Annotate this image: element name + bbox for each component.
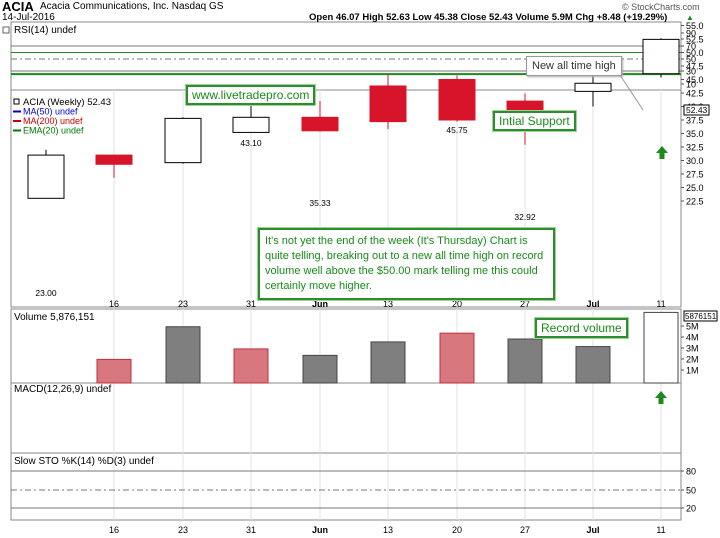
- price-tick-label: 25.0: [686, 183, 704, 193]
- panel-frame: [10, 452, 682, 521]
- sto-tick-label: 50: [686, 486, 696, 496]
- rsi-tick-label: 10: [686, 80, 696, 90]
- volume-bar: [643, 311, 679, 384]
- last-price-tag: [683, 104, 710, 116]
- price-tick-label: 47.5: [686, 62, 704, 72]
- candle-body: [574, 82, 612, 92]
- candle-data-label: 35.33: [309, 198, 331, 208]
- rsi-panel-icon: [2, 26, 10, 34]
- website-callout: www.livetradepro.com: [186, 85, 316, 105]
- x-axis-label: 11: [656, 299, 665, 309]
- x-axis-label: 20: [452, 299, 462, 309]
- price-tick-label: 37.5: [686, 116, 704, 126]
- candle-data-label: 43.10: [240, 138, 262, 148]
- x-axis-label-bottom: 16: [109, 525, 119, 535]
- x-axis-label-bottom: Jun: [312, 525, 328, 535]
- volume-up-arrow-icon: [655, 391, 667, 404]
- price-tick-label: 42.5: [686, 89, 704, 99]
- x-axis-label-bottom: 31: [246, 525, 256, 535]
- price-tick-label: 55.0: [686, 21, 704, 31]
- x-axis-label-bottom: 13: [383, 525, 393, 535]
- volume-label: Volume 5,876,151: [14, 312, 95, 323]
- candle-body: [369, 85, 407, 123]
- candle-body: [438, 79, 476, 121]
- ohlc-summary: Open 46.07 High 52.63 Low 45.38 Close 52…: [309, 12, 668, 23]
- volume-last-label: 5876151: [685, 312, 717, 321]
- volume-tick-label: 4M: [686, 333, 699, 343]
- legend-candle-icon: [13, 98, 20, 105]
- volume-bar: [507, 338, 543, 384]
- price-tick-label: 27.5: [686, 170, 704, 180]
- candle-body: [164, 117, 202, 164]
- price-tick-label: 35.0: [686, 129, 704, 139]
- candle-body: [95, 154, 133, 165]
- price-tick-label: 50.0: [686, 48, 704, 58]
- x-axis-label: 27: [520, 299, 530, 309]
- volume-bar: [96, 358, 132, 384]
- sto-tick-label: 80: [686, 467, 696, 477]
- stockcharts-brand[interactable]: © StockCharts.com: [622, 2, 700, 12]
- price-tick-label: 45.0: [686, 75, 704, 85]
- volume-bar: [233, 348, 269, 384]
- legend-entry: ACIA (Weekly) 52.43: [23, 97, 111, 108]
- legend-entry: MA(50) undef: [23, 107, 78, 117]
- volume-bar: [370, 341, 406, 384]
- x-axis-label: 23: [178, 299, 188, 309]
- volume-tick-label: 2M: [686, 355, 699, 365]
- rsi-tick-label: 30: [686, 67, 696, 77]
- sto-tick-label: 20: [686, 504, 696, 514]
- volume-tick-label: 3M: [686, 344, 699, 354]
- price-tick-label: 22.5: [686, 197, 704, 207]
- candle-body: [232, 116, 270, 133]
- candle-body: [27, 154, 65, 199]
- legend-entry: EMA(20) undef: [23, 126, 84, 136]
- volume-bar: [575, 346, 611, 384]
- volume-tick-label: 5M: [686, 322, 699, 332]
- candle-data-label: 23.00: [35, 288, 57, 298]
- commentary-callout: It's not yet the end of the week (It's T…: [258, 228, 555, 300]
- x-axis-label-bottom: 27: [520, 525, 530, 535]
- rsi-tick-label: 50: [686, 55, 696, 65]
- rsi-label: RSI(14) undef: [14, 25, 77, 36]
- volume-last-tag: [683, 310, 718, 322]
- ath-callout: New all time high: [526, 56, 622, 76]
- last-price-label: 52.43: [686, 105, 708, 115]
- x-axis-label-bottom: 20: [452, 525, 462, 535]
- price-tick-label: 52.5: [686, 35, 704, 45]
- x-axis-label-bottom: 11: [656, 525, 665, 535]
- price-tick-label: 32.5: [686, 143, 704, 153]
- company-name: Acacia Communications, Inc. Nasdaq GS: [40, 1, 224, 12]
- panel-frame: [10, 21, 682, 308]
- price-up-arrow-icon: [656, 146, 668, 159]
- record-volume-callout: Record volume: [535, 318, 628, 338]
- sto-label: Slow STO %K(14) %D(3) undef: [14, 456, 154, 467]
- volume-tick-label: 1M: [686, 366, 699, 376]
- chart-date: 14-Jul-2016: [2, 12, 55, 23]
- x-axis-label: Jul: [586, 299, 599, 309]
- rsi-tick-label: 70: [686, 42, 696, 52]
- price-tick-label: 30.0: [686, 156, 704, 166]
- x-axis-label: 31: [246, 299, 256, 309]
- rsi-tick-label: 90: [686, 29, 696, 39]
- candle-body: [301, 116, 339, 132]
- x-axis-label: 13: [383, 299, 393, 309]
- chg-up-icon: ▲: [686, 13, 694, 22]
- candle-data-label: 45.75: [446, 125, 468, 135]
- candle-body: [642, 38, 680, 75]
- support-callout: Intial Support: [493, 111, 576, 131]
- macd-label: MACD(12,26,9) undef: [14, 384, 112, 395]
- candle-data-label: 32.92: [514, 212, 536, 222]
- ath-pointer: [619, 74, 644, 111]
- panel-frame: [10, 382, 682, 454]
- x-axis-label-bottom: 23: [178, 525, 188, 535]
- volume-bar: [439, 332, 475, 384]
- x-axis-label-bottom: Jul: [586, 525, 599, 535]
- x-axis-label: Jun: [312, 299, 328, 309]
- volume-bar: [165, 326, 201, 384]
- x-axis-label: 16: [109, 299, 119, 309]
- volume-bar: [302, 354, 338, 384]
- legend-entry: MA(200) undef: [23, 116, 83, 126]
- ticker-symbol: ACIA: [2, 0, 34, 14]
